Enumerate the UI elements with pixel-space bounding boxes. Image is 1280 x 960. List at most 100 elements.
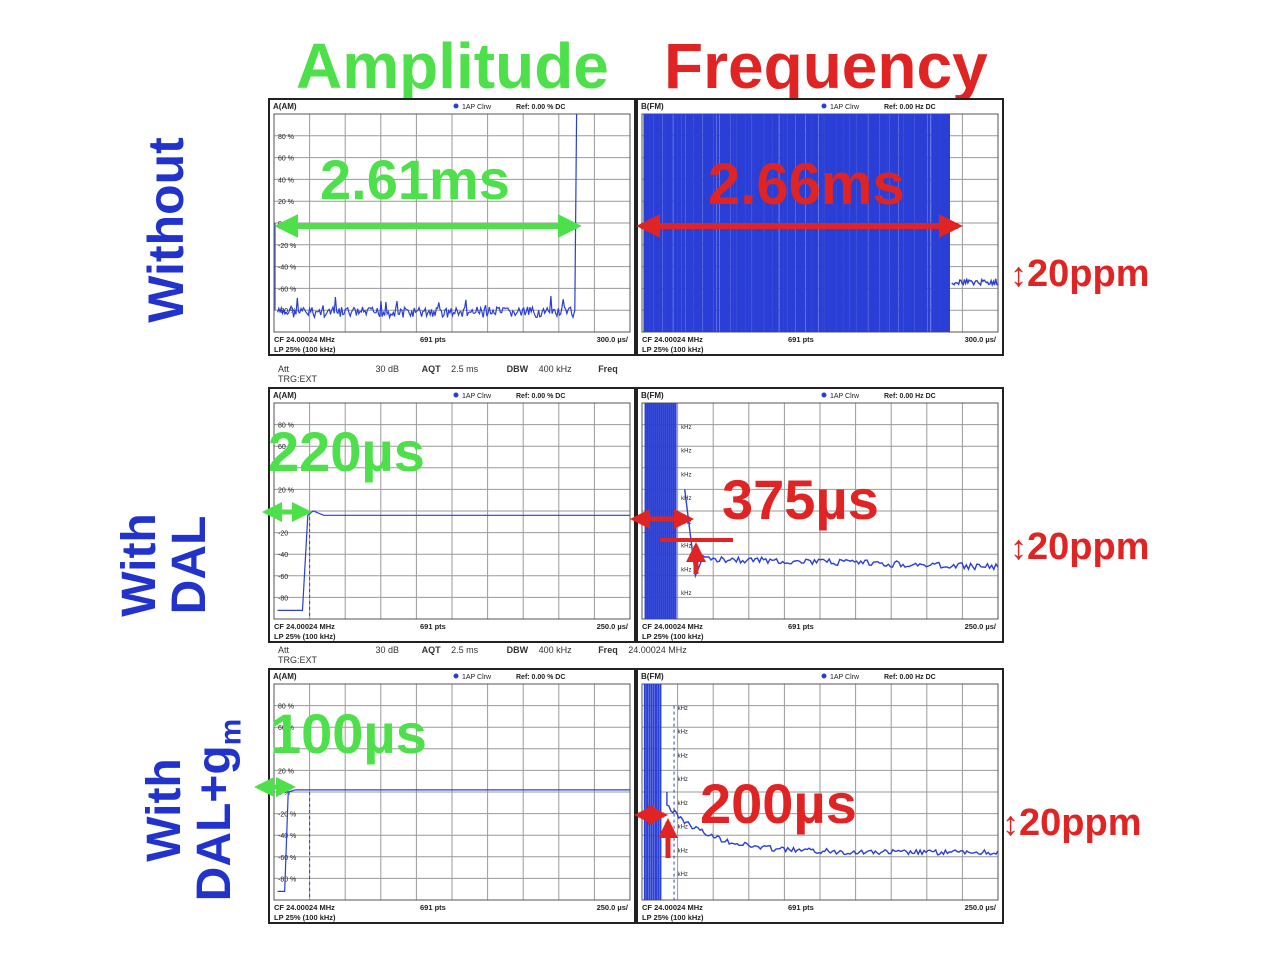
info-att-label: Att xyxy=(278,364,290,374)
info-aqt-label: AQT xyxy=(421,645,441,655)
info-att-value: 30 dB xyxy=(375,645,400,655)
y-tick-label: kHz xyxy=(678,848,688,854)
info-att-value: 30 dB xyxy=(375,364,400,374)
footer-div: 250.0 µs/ xyxy=(965,622,997,631)
y-tick-label: 40 % xyxy=(278,466,294,473)
y-tick-label: 40 % xyxy=(278,177,294,184)
frequency-title: Frequency xyxy=(664,30,988,102)
info-trg: TRG:EXT xyxy=(278,374,318,384)
ref-label: Ref: 0.00 % DC xyxy=(516,674,565,681)
info-aqt-label: AQT xyxy=(421,364,441,374)
info-strip-row3: Att 30 dB AQT 2.5 ms DBW 400 kHz Freq 24… xyxy=(278,645,998,665)
trace-marker-icon xyxy=(453,392,459,398)
info-freq-value: 24.00024 MHz xyxy=(628,645,687,655)
y-tick-label: 20 % xyxy=(278,487,294,494)
footer-cf: CF 24.00024 MHz xyxy=(642,903,703,912)
footer-lp: LP 25% (100 kHz) xyxy=(642,913,704,922)
y-tick-label: kHz xyxy=(678,706,688,712)
info-strip-row2: Att 30 dB AQT 2.5 ms DBW 400 kHz Freq TR… xyxy=(278,364,998,384)
y-tick-label: kHz xyxy=(681,567,691,573)
trace-line xyxy=(951,277,999,288)
y-tick-label: 40 % xyxy=(278,747,294,754)
y-tick-label: -80 xyxy=(278,595,288,602)
annotation-row2-amp: 220µs xyxy=(268,420,425,483)
footer-pts: 691 pts xyxy=(420,903,446,912)
ppm-label-row3: ↕20ppm xyxy=(1002,802,1142,844)
panel-header: A(AM) xyxy=(273,672,297,681)
plot-svg: A(AM) 1AP Clrw Ref: 0.00 % DC 80 % 60 % 40 % 2… xyxy=(273,672,631,922)
footer-cf: CF 24.00024 MHz xyxy=(274,903,335,912)
info-dbw-label: DBW xyxy=(506,645,529,655)
trace-line xyxy=(277,113,578,320)
panel-header: B(FM) xyxy=(641,672,664,681)
y-tick-label: -20 xyxy=(278,531,288,538)
amplitude-title: Amplitude xyxy=(296,30,609,102)
trace-tag: 1AP Clrw xyxy=(830,393,860,400)
y-tick-label: 80 % xyxy=(278,134,294,141)
plot-frame xyxy=(273,113,631,333)
info-freq-label: Freq xyxy=(598,645,618,655)
y-tick-label: 80 % xyxy=(278,704,294,711)
y-tick-label: kHz xyxy=(681,425,691,431)
y-tick-label: kHz xyxy=(681,472,691,478)
footer-pts: 691 pts xyxy=(788,622,814,631)
footer-lp: LP 25% (100 kHz) xyxy=(274,345,336,354)
ref-label: Ref: 0.00 Hz DC xyxy=(884,393,936,400)
trace-marker-icon xyxy=(453,673,459,679)
trace-line xyxy=(666,791,999,856)
footer-div: 300.0 µs/ xyxy=(965,335,997,344)
annotation-row3-freq: 200µs xyxy=(700,772,857,835)
footer-div: 250.0 µs/ xyxy=(965,903,997,912)
y-tick-label: 60 % xyxy=(278,725,294,732)
trace-marker-icon xyxy=(821,673,827,679)
info-att-label: Att xyxy=(278,645,290,655)
y-tick-label: -60 % xyxy=(278,286,296,293)
footer-pts: 691 pts xyxy=(420,622,446,631)
y-tick-label: -80 % xyxy=(278,876,296,883)
trace-line xyxy=(684,489,999,579)
y-tick-label: kHz xyxy=(678,825,688,831)
trace xyxy=(643,684,999,900)
info-freq-label: Freq xyxy=(598,364,618,374)
trace-tag: 1AP Clrw xyxy=(462,104,492,111)
trace-marker-icon xyxy=(821,103,827,109)
amplitude-panel-with-dal-gm: A(AM) 1AP Clrw Ref: 0.00 % DC 80 % 60 % 40 % 2… xyxy=(268,668,636,924)
plot-svg: B(FM) 1AP Clrw Ref: 0.00 Hz DC CF 24.00024 … xyxy=(641,672,999,922)
trace-marker-icon xyxy=(821,392,827,398)
y-tick-label: -20 % xyxy=(278,243,296,250)
double-arrow-icon: ↕ xyxy=(1010,256,1027,294)
y-tick-label: -40 % xyxy=(278,265,296,272)
y-tick-label: kHz xyxy=(681,449,691,455)
trace-marker-icon xyxy=(453,103,459,109)
y-tick-label: 20 % xyxy=(278,768,294,775)
y-tick-label: kHz xyxy=(681,496,691,502)
amplitude-panel-with-dal: A(AM) 1AP Clrw Ref: 0.00 % DC 80 % 60 % 40 % 2… xyxy=(268,387,636,643)
y-tick-label: 80 % xyxy=(278,423,294,430)
footer-lp: LP 25% (100 kHz) xyxy=(642,345,704,354)
panel-header: A(AM) xyxy=(273,102,297,111)
footer-cf: CF 24.00024 MHz xyxy=(642,335,703,344)
plot-frame xyxy=(641,683,999,901)
footer-cf: CF 24.00024 MHz xyxy=(642,622,703,631)
trace-tag: 1AP Clrw xyxy=(830,674,860,681)
ref-label: Ref: 0.00 Hz DC xyxy=(884,104,936,111)
double-arrow-icon: ↕ xyxy=(1002,805,1019,843)
info-dbw-label: DBW xyxy=(506,364,529,374)
annotation-row1-amp: 2.61ms xyxy=(320,148,510,211)
info-dbw-value: 400 kHz xyxy=(538,645,572,655)
y-tick-label: -80 % xyxy=(278,308,296,315)
footer-div: 250.0 µs/ xyxy=(597,903,629,912)
trace-tag: 1AP Clrw xyxy=(830,104,860,111)
y-tick-label: -60 xyxy=(278,574,288,581)
footer-lp: LP 25% (100 kHz) xyxy=(274,913,336,922)
plot-svg: A(AM) 1AP Clrw Ref: 0.00 % DC 80 % 60 % 40 % 2… xyxy=(273,102,631,354)
annotation-row2-freq: 375µs xyxy=(722,468,879,531)
annotation-row3-amp: 100µs xyxy=(270,702,427,765)
y-tick-label: 60 % xyxy=(278,444,294,451)
plot-svg: A(AM) 1AP Clrw Ref: 0.00 % DC 80 % 60 % 40 % 2… xyxy=(273,391,631,641)
y-tick-label: kHz xyxy=(678,777,688,783)
double-arrow-icon: ↕ xyxy=(1010,529,1027,567)
y-tick-label: 20 % xyxy=(278,199,294,206)
footer-div: 250.0 µs/ xyxy=(597,622,629,631)
footer-pts: 691 pts xyxy=(420,335,446,344)
